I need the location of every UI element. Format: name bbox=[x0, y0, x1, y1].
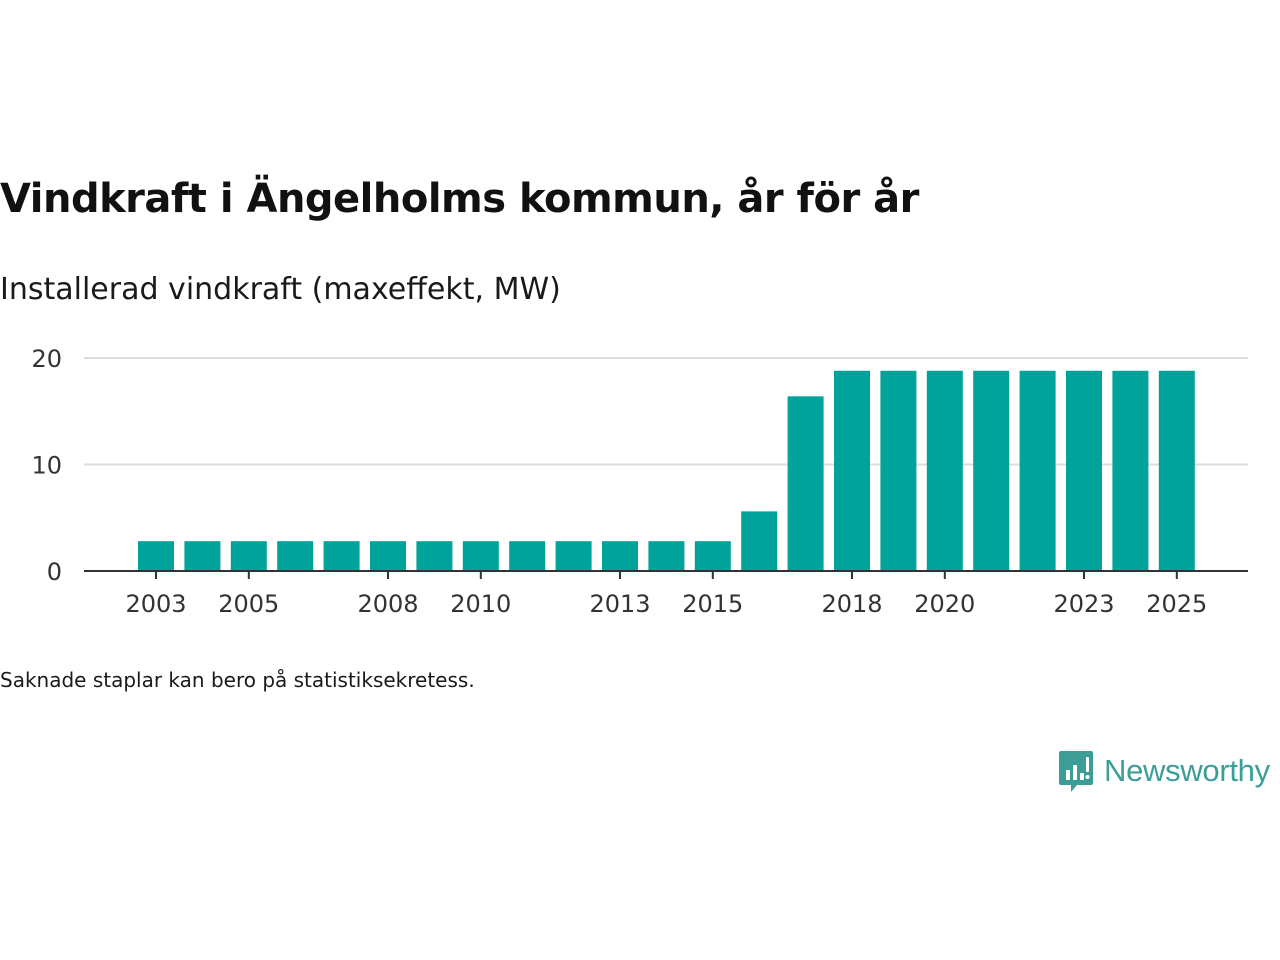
bar-2011 bbox=[509, 541, 546, 571]
y-tick-label: 0 bbox=[47, 558, 62, 586]
axes bbox=[84, 570, 1248, 579]
brand-name: Newsworthy bbox=[1104, 753, 1270, 788]
bar-2013 bbox=[602, 541, 638, 571]
bar-2014 bbox=[648, 541, 685, 571]
footnote: Saknade staplar kan bero på statistiksek… bbox=[0, 668, 475, 692]
chart-title: Vindkraft i Ängelholms kommun, år för år bbox=[0, 176, 919, 222]
bar-2020 bbox=[926, 370, 963, 571]
bar-2006 bbox=[277, 541, 314, 571]
bar-2017 bbox=[787, 396, 824, 571]
chart-subtitle: Installerad vindkraft (maxeffekt, MW) bbox=[0, 272, 561, 307]
x-tick-label: 2008 bbox=[357, 590, 418, 618]
bar-2010 bbox=[462, 541, 499, 571]
bar-2025 bbox=[1158, 370, 1195, 571]
brand-logo: Newsworthy bbox=[1058, 748, 1270, 794]
x-tick-label: 2013 bbox=[589, 590, 650, 618]
x-tick-label: 2023 bbox=[1053, 590, 1114, 618]
bar-2007 bbox=[323, 541, 360, 571]
x-tick-label: 2010 bbox=[450, 590, 511, 618]
x-tick-label: 2003 bbox=[125, 590, 186, 618]
bar-2015 bbox=[694, 541, 731, 571]
bar-2021 bbox=[973, 370, 1010, 571]
bar-2005 bbox=[230, 541, 267, 571]
x-tick-label: 2020 bbox=[914, 590, 975, 618]
y-tick-label: 10 bbox=[31, 452, 62, 480]
bars bbox=[138, 370, 1195, 571]
bar-2008 bbox=[370, 541, 406, 571]
bar-2018 bbox=[834, 370, 870, 571]
bar-chart: 0 10 20 2003 2005 2008 2010 2013 2015 2018 2020 202… bbox=[31, 345, 1248, 618]
bar-2016 bbox=[741, 511, 778, 571]
bar-2009 bbox=[416, 541, 453, 571]
x-tick-label: 2005 bbox=[218, 590, 279, 618]
bar-2003 bbox=[138, 541, 174, 571]
newsworthy-chart-bubble-icon bbox=[1059, 751, 1093, 792]
x-tick-label: 2025 bbox=[1146, 590, 1207, 618]
bar-2022 bbox=[1019, 370, 1056, 571]
bar-2019 bbox=[880, 370, 917, 571]
x-tick-label: 2015 bbox=[682, 590, 743, 618]
bar-2023 bbox=[1066, 370, 1102, 571]
x-tick-label: 2018 bbox=[821, 590, 882, 618]
bar-2012 bbox=[555, 541, 592, 571]
bar-2004 bbox=[184, 541, 221, 571]
y-tick-label: 20 bbox=[31, 345, 62, 373]
bar-2024 bbox=[1112, 370, 1149, 571]
tick-labels: 0 10 20 2003 2005 2008 2010 2013 2015 2018 2020 202… bbox=[31, 345, 1207, 618]
